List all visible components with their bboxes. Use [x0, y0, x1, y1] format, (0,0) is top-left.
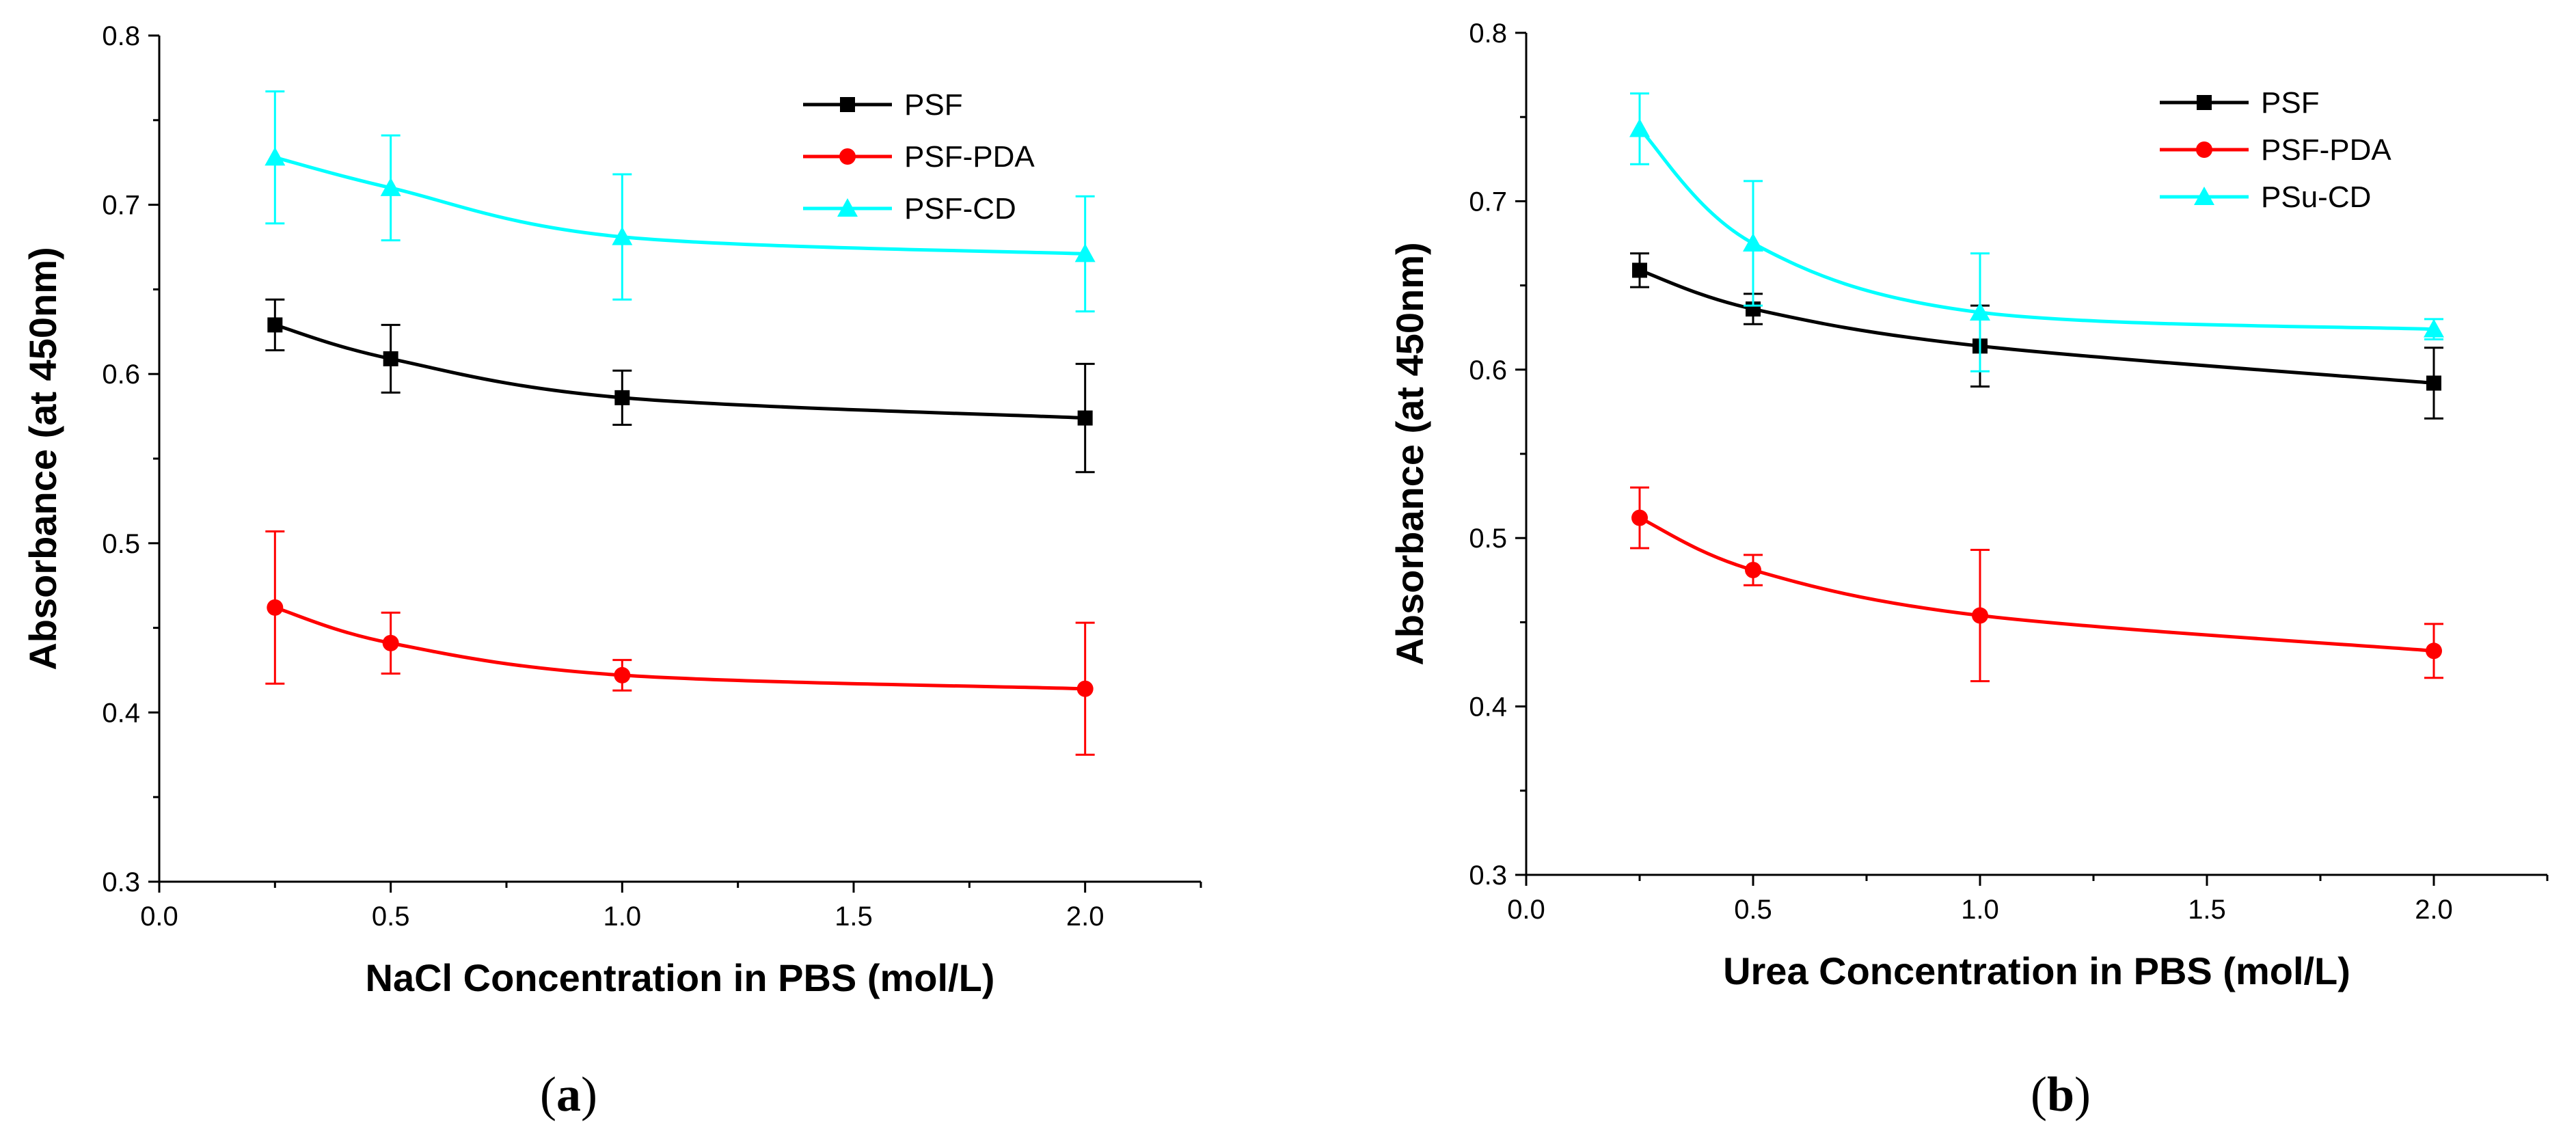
series-psu-cd — [1629, 92, 2444, 372]
data-point — [612, 226, 633, 245]
y-axis-title: Absorbance (at 450nm) — [21, 247, 64, 670]
y-tick-label: 0.8 — [102, 21, 140, 51]
legend-marker — [2196, 141, 2212, 158]
panel-a: 0.3 0.4 0.5 0.6 0.7 0.8 0.0 0.5 1.0 1.5 2.0 NaCl Co… — [21, 21, 1202, 1122]
data-point — [1076, 680, 1094, 697]
x-axis-title: Urea Concentration in PBS (mol/L) — [1723, 949, 2350, 992]
legend-label: PSu-CD — [2261, 180, 2371, 214]
series-psf-cd — [265, 90, 1096, 313]
y-tick-label: 0.5 — [102, 529, 140, 559]
y-tick-label: 0.4 — [1469, 692, 1507, 722]
data-point — [380, 177, 401, 196]
series-psf — [265, 298, 1095, 474]
caption-open: ( — [2031, 1067, 2047, 1122]
legend-marker — [840, 97, 855, 112]
y-tick-label: 0.7 — [1469, 187, 1507, 217]
caption-close: ) — [581, 1067, 597, 1122]
legend-item: PSF-CD — [803, 192, 1016, 226]
data-point — [1074, 243, 1096, 262]
y-tick-label: 0.3 — [102, 867, 140, 897]
data-point — [1745, 562, 1761, 579]
series-psf-pda — [1630, 486, 2443, 683]
legend-item: PSu-CD — [2160, 180, 2371, 214]
series-line — [274, 155, 1085, 256]
y-tick-label: 0.4 — [102, 698, 140, 728]
data-point — [1743, 233, 1763, 252]
data-point — [2424, 319, 2444, 338]
series-line — [1638, 127, 2435, 331]
x-tick-label: 0.0 — [140, 902, 178, 932]
data-point — [1631, 509, 1648, 526]
x-tick-label: 0.5 — [1734, 895, 1772, 925]
y-tick-label: 0.3 — [1469, 861, 1507, 891]
x-tick-label: 1.5 — [2188, 895, 2226, 925]
data-point — [614, 390, 630, 405]
data-point — [383, 351, 398, 366]
legend-label: PSF-CD — [904, 192, 1016, 226]
data-point — [614, 666, 631, 683]
caption-letter: a — [556, 1067, 581, 1122]
legend-label: PSF-PDA — [2261, 133, 2391, 167]
data-point — [2426, 642, 2442, 660]
legend-label: PSF — [2261, 86, 2320, 120]
y-axis-title: Absorbance (at 450nm) — [1388, 242, 1431, 665]
x-tick-label: 1.0 — [1961, 895, 1999, 925]
data-point — [267, 317, 283, 333]
x-tick-label: 2.0 — [2415, 895, 2453, 925]
data-point — [1972, 607, 1988, 624]
caption-close: ) — [2074, 1067, 2091, 1122]
series-line — [1639, 269, 2435, 385]
data-point — [1970, 302, 1990, 321]
legend-marker — [839, 148, 856, 165]
legend-label: PSF — [904, 88, 963, 122]
legend-item: PSF-PDA — [2160, 133, 2391, 167]
y-tick-label: 0.8 — [1469, 18, 1507, 49]
data-point — [1629, 118, 1650, 137]
data-point — [1077, 410, 1093, 426]
legend-marker — [2194, 187, 2214, 205]
data-point — [382, 634, 399, 651]
series-line — [1638, 516, 2435, 653]
series-line — [274, 606, 1085, 691]
y-tick-label: 0.6 — [1469, 355, 1507, 385]
panel-caption: (b) — [2031, 1067, 2091, 1122]
legend-item: PSF — [2160, 86, 2320, 120]
legend-marker — [837, 198, 858, 217]
legend-item: PSF — [803, 88, 963, 122]
panel-b: 0.3 0.4 0.5 0.6 0.7 0.8 0.0 0.5 1.0 1.5 2.0 Urea Co… — [1388, 18, 2549, 1122]
x-tick-label: 1.0 — [604, 902, 642, 932]
series-psf-pda — [265, 530, 1095, 756]
data-point — [267, 599, 284, 616]
series-line — [274, 323, 1085, 420]
x-tick-label: 1.5 — [835, 902, 873, 932]
x-axis-title: NaCl Concentration in PBS (mol/L) — [366, 956, 995, 999]
caption-open: ( — [540, 1067, 556, 1122]
x-tick-label: 0.0 — [1507, 895, 1545, 925]
data-point — [2426, 375, 2441, 391]
y-tick-label: 0.7 — [102, 191, 140, 221]
x-tick-label: 2.0 — [1066, 902, 1104, 932]
y-tick-label: 0.6 — [102, 360, 140, 390]
legend-label: PSF-PDA — [904, 140, 1035, 174]
panel-caption: (a) — [540, 1067, 597, 1122]
y-tick-label: 0.5 — [1469, 524, 1507, 554]
legend-marker — [2197, 95, 2212, 110]
data-point — [1632, 262, 1647, 278]
data-point — [265, 147, 286, 166]
caption-letter: b — [2047, 1067, 2074, 1122]
legend-item: PSF-PDA — [803, 140, 1035, 174]
x-tick-label: 0.5 — [372, 902, 410, 932]
